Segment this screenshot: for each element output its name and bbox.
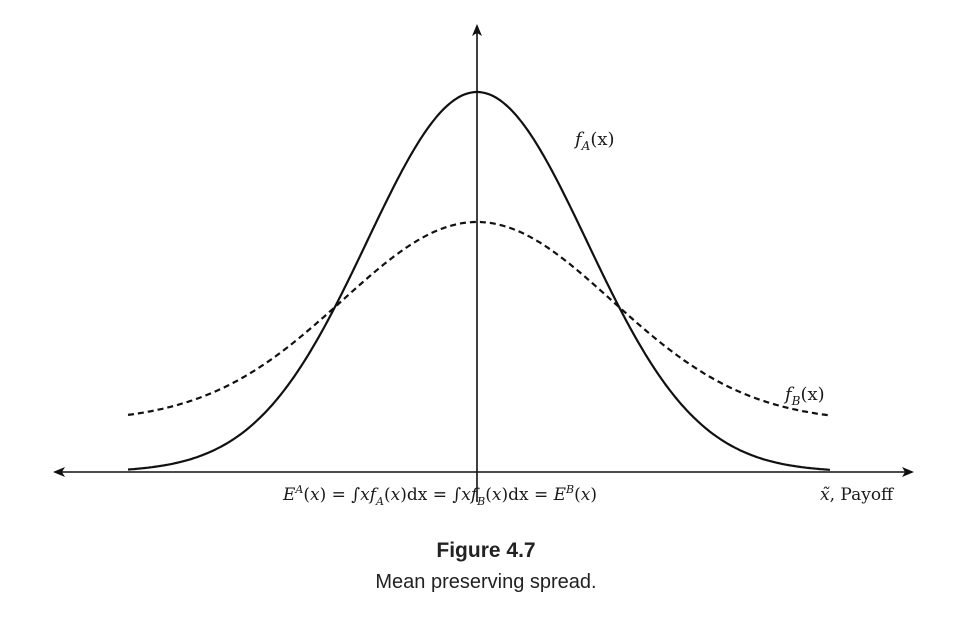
curve-b-label: fB(x) xyxy=(783,384,825,408)
density-curve-a xyxy=(127,90,831,471)
mean-equality-equation: EA(x) = ∫xfA(x)dx = ∫xfB(x)dx = EB(x) xyxy=(282,483,597,508)
figure-caption-title: Figure 4.7 xyxy=(436,539,536,562)
density-curve-b xyxy=(127,220,831,417)
curve-a-label: fA(x) xyxy=(573,129,615,153)
figure-caption-text: Mean preserving spread. xyxy=(375,571,597,593)
x-axis-label: x̃, Payoff xyxy=(820,485,895,505)
